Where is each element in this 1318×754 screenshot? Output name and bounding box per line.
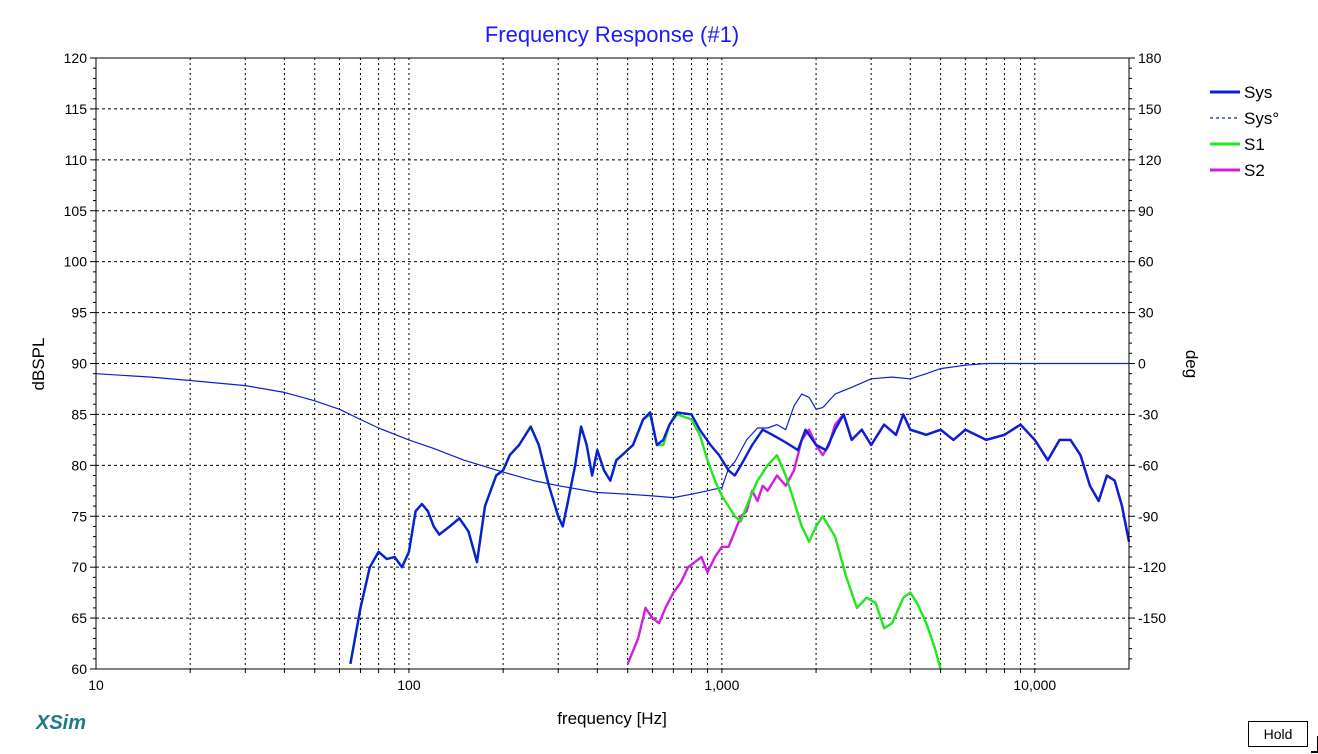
- y2-tick-label: 90: [1138, 203, 1154, 219]
- legend-label: S1: [1244, 135, 1265, 154]
- y-tick-label: 95: [71, 305, 87, 321]
- x-tick-label: 10: [88, 677, 104, 693]
- y-tick-label: 120: [64, 50, 88, 66]
- y-tick-label: 70: [71, 559, 87, 575]
- y2-axis-label: deg: [1182, 350, 1201, 378]
- x-axis-label: frequency [Hz]: [557, 709, 667, 728]
- ticks: [90, 57, 1135, 673]
- window-corner: [1311, 736, 1318, 753]
- legend-label: Sys°: [1244, 109, 1279, 128]
- x-tick-label: 100: [397, 677, 421, 693]
- series-group: [95, 362, 1131, 670]
- legend: Sys Sys° S1 S2: [1210, 83, 1279, 180]
- hold-button[interactable]: Hold: [1248, 721, 1308, 747]
- y-tick-label: 80: [71, 457, 87, 473]
- y-tick-label: 110: [65, 152, 88, 168]
- y-tick-label: 100: [64, 254, 88, 270]
- legend-label: S2: [1244, 161, 1265, 180]
- y2-tick-label: 120: [1138, 152, 1162, 168]
- y2-tick-label: 150: [1138, 101, 1162, 117]
- grid: [96, 58, 1129, 669]
- series-sys-line: [349, 411, 1131, 665]
- xsim-logo: XSim: [36, 712, 87, 734]
- y2-tick-label: 60: [1138, 254, 1154, 270]
- chart-title: Frequency Response (#1): [485, 22, 739, 47]
- y2-tick-label: 30: [1138, 305, 1154, 321]
- x-tick-label: 10,000: [1013, 677, 1056, 693]
- y2-tick-label: 0: [1138, 356, 1146, 372]
- y2-tick-label: 180: [1138, 50, 1162, 66]
- x-tick-label: 1,000: [704, 677, 739, 693]
- y-tick-label: 115: [65, 101, 88, 117]
- y2-tick-label: -120: [1138, 559, 1166, 575]
- y-tick-label: 85: [71, 406, 87, 422]
- y2-tick-label: -150: [1138, 610, 1166, 626]
- y2-tick-label: -90: [1138, 508, 1158, 524]
- series-sysphase-line: [95, 362, 1129, 499]
- y-tick-label: 60: [71, 661, 87, 677]
- legend-label: Sys: [1244, 83, 1272, 102]
- y-tick-label: 65: [71, 610, 87, 626]
- y-tick-label: 105: [64, 203, 88, 219]
- y2-tick-label: -30: [1138, 406, 1158, 422]
- y-axis-label: dBSPL: [29, 338, 48, 391]
- y-tick-label: 90: [71, 356, 87, 372]
- y-tick-label: 75: [71, 508, 87, 524]
- y2-tick-label: -60: [1138, 457, 1158, 473]
